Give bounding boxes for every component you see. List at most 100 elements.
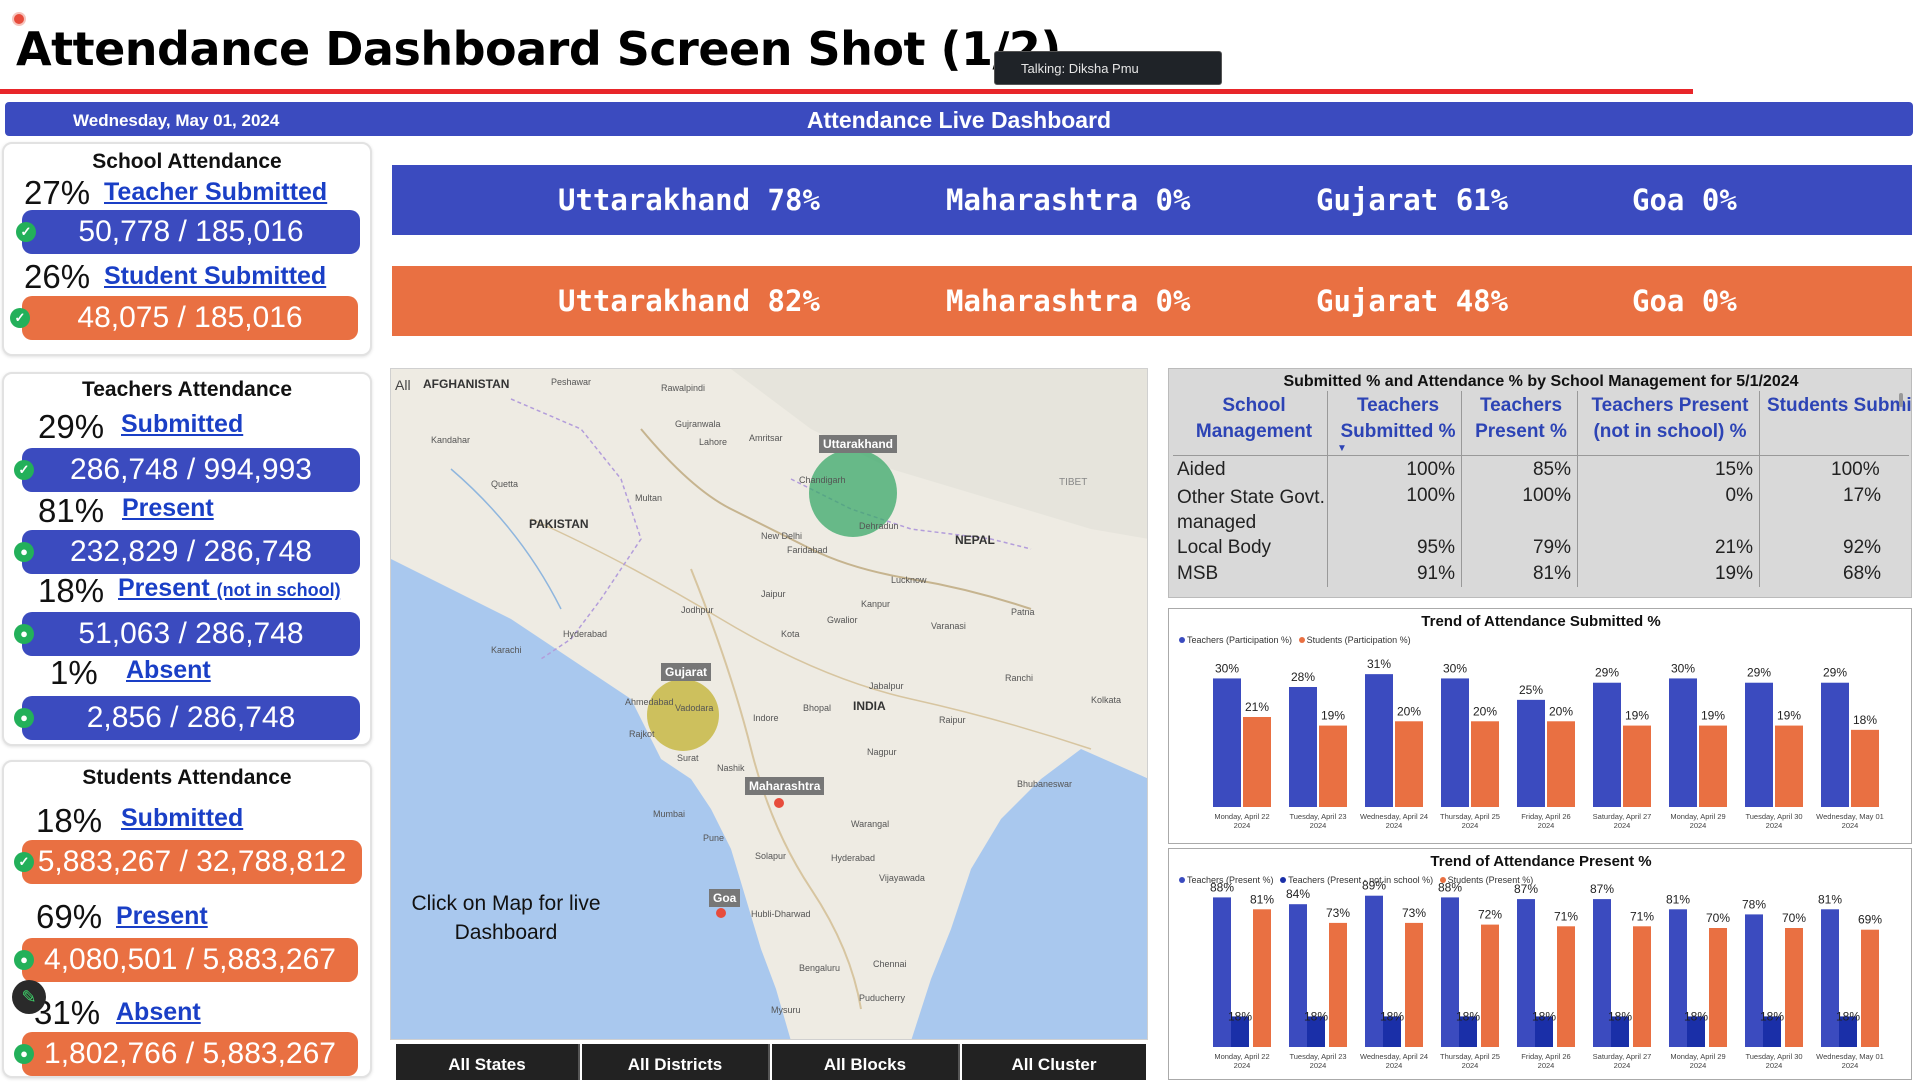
- bar[interactable]: [1517, 899, 1535, 1047]
- bar[interactable]: [1745, 682, 1773, 807]
- bar[interactable]: [1441, 897, 1459, 1047]
- state-maharashtra-students[interactable]: Maharashtra 0%: [946, 284, 1191, 318]
- present-trend-chart: Trend of Attendance Present % Teachers (…: [1168, 848, 1912, 1080]
- bar[interactable]: [1623, 725, 1651, 807]
- tick-label: Wednesday, May 01: [1816, 812, 1884, 821]
- bar[interactable]: [1687, 1016, 1705, 1047]
- bar[interactable]: [1839, 1016, 1857, 1047]
- bar[interactable]: [1289, 904, 1307, 1047]
- teachers-submitted-link[interactable]: Submitted: [121, 410, 244, 438]
- students-absent-link[interactable]: Absent: [116, 998, 201, 1026]
- bar[interactable]: [1861, 929, 1879, 1047]
- tick-label: Wednesday, May 01: [1816, 1052, 1884, 1061]
- bar[interactable]: [1213, 897, 1231, 1047]
- students-present-link[interactable]: Present: [116, 902, 208, 930]
- goa-dot[interactable]: [716, 908, 726, 918]
- bar[interactable]: [1289, 687, 1317, 807]
- all-blocks-button[interactable]: All Blocks: [772, 1044, 960, 1080]
- bar[interactable]: [1669, 678, 1697, 807]
- bar[interactable]: [1517, 699, 1545, 807]
- tick-label: 2024: [1690, 821, 1707, 830]
- school-attendance-title: School Attendance: [92, 150, 282, 173]
- bar[interactable]: [1709, 928, 1727, 1047]
- col-header-students-submitted[interactable]: Students Submitted %: [1767, 395, 1912, 416]
- bar[interactable]: [1593, 899, 1611, 1047]
- all-districts-button[interactable]: All Districts: [582, 1044, 770, 1080]
- state-goa-teachers[interactable]: Goa 0%: [1632, 183, 1737, 217]
- data-label: 21%: [1245, 700, 1269, 714]
- state-gujarat-students[interactable]: Gujarat 48%: [1316, 284, 1509, 318]
- bar[interactable]: [1459, 1016, 1477, 1047]
- bar[interactable]: [1471, 721, 1499, 807]
- state-marker-goa[interactable]: Goa: [709, 889, 741, 907]
- teachers-submitted-pct: 29%: [38, 408, 105, 445]
- sort-desc-icon[interactable]: ▼: [1337, 443, 1347, 454]
- tick-label: 2024: [1842, 1061, 1859, 1070]
- bar[interactable]: [1557, 926, 1575, 1047]
- bar[interactable]: [1745, 914, 1763, 1047]
- india-map[interactable]: All AFGHANISTAN PAKISTAN NEPAL INDIA TIB…: [390, 368, 1148, 1040]
- gujarat-bubble[interactable]: [647, 679, 719, 751]
- dashboard-title: Attendance Live Dashboard: [806, 107, 1112, 133]
- all-states-button[interactable]: All States: [396, 1044, 580, 1080]
- bar[interactable]: [1307, 1016, 1325, 1047]
- state-uttarakhand-students[interactable]: Uttarakhand 82%: [558, 284, 820, 318]
- bar[interactable]: [1253, 909, 1271, 1047]
- bar[interactable]: [1535, 1016, 1553, 1047]
- bar[interactable]: [1481, 924, 1499, 1047]
- col-header-teachers-present-not-school[interactable]: Teachers Present (not in school) %: [1591, 395, 1749, 442]
- teachers-absent-pct: 1%: [50, 654, 98, 691]
- state-marker-gujarat[interactable]: Gujarat: [661, 663, 712, 681]
- bar[interactable]: [1851, 729, 1879, 807]
- city-label: Chandigarh: [799, 475, 846, 485]
- bar[interactable]: [1243, 717, 1271, 807]
- annotate-pen-icon[interactable]: ✎: [12, 980, 46, 1014]
- city-label: Kolkata: [1091, 695, 1122, 705]
- state-gujarat-teachers[interactable]: Gujarat 61%: [1316, 183, 1509, 217]
- teachers-present-not-school-link[interactable]: Present (not in school): [118, 574, 341, 602]
- col-header-teachers-present[interactable]: Teachers Present %: [1475, 395, 1567, 442]
- bar[interactable]: [1231, 1016, 1249, 1047]
- data-label: 28%: [1291, 670, 1315, 684]
- bar[interactable]: [1365, 674, 1393, 807]
- state-maharashtra-teachers[interactable]: Maharashtra 0%: [946, 183, 1191, 217]
- bar[interactable]: [1441, 678, 1469, 807]
- bar[interactable]: [1383, 1016, 1401, 1047]
- bar[interactable]: [1593, 682, 1621, 807]
- bar[interactable]: [1319, 725, 1347, 807]
- bar[interactable]: [1763, 1016, 1781, 1047]
- bar[interactable]: [1821, 909, 1839, 1047]
- table-scrollbar[interactable]: [1899, 393, 1903, 407]
- state-goa-students[interactable]: Goa 0%: [1632, 284, 1737, 318]
- teachers-present-link[interactable]: Present: [122, 494, 214, 522]
- col-header-school-management[interactable]: School Management: [1195, 395, 1313, 442]
- bar[interactable]: [1785, 928, 1803, 1047]
- bar[interactable]: [1669, 909, 1687, 1047]
- state-marker-uttarakhand[interactable]: Uttarakhand: [819, 435, 898, 453]
- bar[interactable]: [1699, 725, 1727, 807]
- student-submitted-link[interactable]: Student Submitted: [104, 262, 327, 290]
- state-uttarakhand-teachers[interactable]: Uttarakhand 78%: [558, 183, 820, 217]
- teacher-submitted-link[interactable]: Teacher Submitted: [104, 178, 328, 206]
- col-header-teachers-submitted[interactable]: Teachers Submitted %: [1340, 395, 1456, 442]
- state-marker-maharashtra[interactable]: Maharashtra: [745, 777, 825, 795]
- uttarakhand-bubble[interactable]: [809, 449, 897, 537]
- bar[interactable]: [1329, 922, 1347, 1047]
- bar[interactable]: [1775, 725, 1803, 807]
- city-label: Nashik: [717, 763, 745, 773]
- bar[interactable]: [1611, 1016, 1629, 1047]
- bar[interactable]: [1365, 895, 1383, 1047]
- teachers-absent-link[interactable]: Absent: [126, 656, 211, 684]
- map-canvas[interactable]: [391, 369, 1148, 1040]
- bar[interactable]: [1633, 926, 1651, 1047]
- students-submitted-link[interactable]: Submitted: [121, 804, 244, 832]
- bar[interactable]: [1395, 721, 1423, 807]
- bar[interactable]: [1405, 922, 1423, 1047]
- all-cluster-button[interactable]: All Cluster: [962, 1044, 1146, 1080]
- bar[interactable]: [1213, 678, 1241, 807]
- data-label: 88%: [1438, 880, 1462, 894]
- maharashtra-dot[interactable]: [774, 798, 784, 808]
- data-label: 69%: [1858, 913, 1882, 927]
- bar[interactable]: [1547, 721, 1575, 807]
- bar[interactable]: [1821, 682, 1849, 807]
